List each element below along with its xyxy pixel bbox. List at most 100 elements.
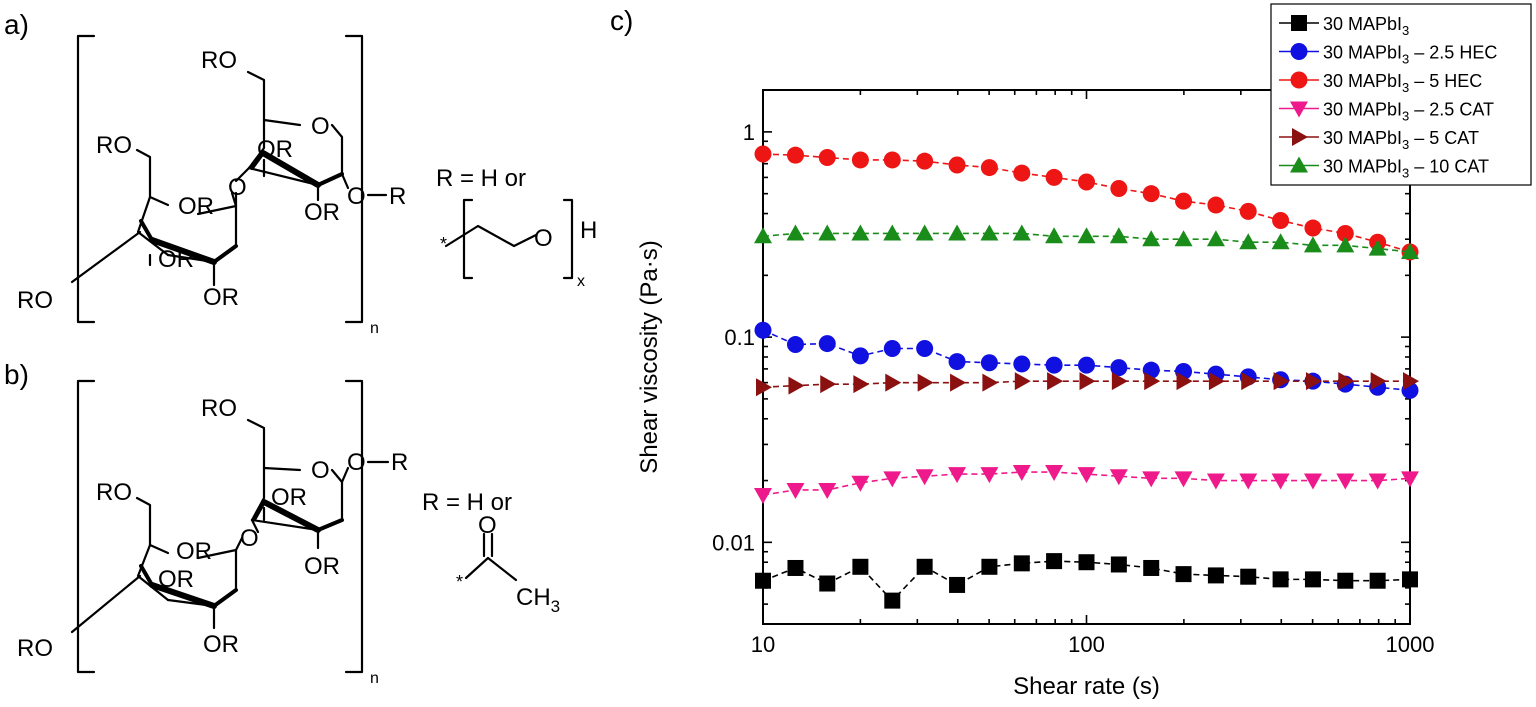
data-point xyxy=(786,482,805,499)
data-point xyxy=(754,145,772,163)
data-point xyxy=(1336,224,1354,242)
legend-entry: 30 MAPbI3 xyxy=(1323,14,1409,38)
data-point xyxy=(786,146,804,164)
data-point xyxy=(1239,473,1258,490)
data-point xyxy=(948,353,966,371)
data-point xyxy=(1109,469,1128,486)
data-point xyxy=(818,224,837,241)
data-point xyxy=(1014,372,1031,391)
data-point xyxy=(1336,236,1355,253)
y-axis-label: Shear viscosity (Pa·s) xyxy=(636,240,663,473)
x-tick-label: 100 xyxy=(1068,632,1105,657)
data-point xyxy=(818,335,836,353)
chain-oxygen: O xyxy=(534,225,553,252)
data-point xyxy=(883,224,902,241)
data-point xyxy=(1206,230,1225,247)
group-label: RO xyxy=(201,47,237,74)
r-group: R xyxy=(391,449,408,476)
data-point xyxy=(1077,467,1096,484)
group-label: RO xyxy=(96,479,132,506)
chain-hydrogen: H xyxy=(580,217,597,244)
data-point xyxy=(917,373,934,392)
data-point xyxy=(885,373,902,392)
panel-a-structure xyxy=(70,34,574,324)
y-tick-label: 0.01 xyxy=(712,530,755,555)
legend-entry: 30 MAPbI3 – 2.5 HEC xyxy=(1323,43,1497,67)
data-point xyxy=(915,469,934,486)
data-point xyxy=(1368,473,1387,490)
group-label: OR xyxy=(203,284,239,311)
data-point xyxy=(1303,236,1322,253)
data-point xyxy=(1144,372,1161,391)
r-definition: R = H or xyxy=(422,489,512,516)
series-5 xyxy=(754,224,1419,259)
data-point xyxy=(818,149,836,167)
data-point xyxy=(786,336,804,354)
data-point xyxy=(787,559,804,576)
data-point xyxy=(1305,372,1322,391)
panel-c-label: c) xyxy=(610,5,633,36)
group-label: RO xyxy=(96,132,132,159)
panel-a-label: a) xyxy=(4,9,29,40)
data-point xyxy=(1337,572,1354,589)
data-point xyxy=(883,151,901,169)
group-label: OR xyxy=(271,484,307,511)
data-point xyxy=(1045,465,1064,482)
data-point xyxy=(1047,372,1064,391)
data-point xyxy=(948,224,967,241)
data-point xyxy=(1142,185,1160,203)
data-point xyxy=(852,558,869,575)
data-point xyxy=(1078,356,1095,374)
data-point xyxy=(980,467,999,484)
legend: 30 MAPbI3 30 MAPbI3 – 2.5 HEC 30 MAPbI3 – … xyxy=(1270,3,1532,186)
data-point xyxy=(1142,471,1161,488)
data-point xyxy=(1303,473,1322,490)
acetyl-oxygen: O xyxy=(478,512,497,539)
data-point xyxy=(1111,372,1128,391)
data-point xyxy=(1045,356,1063,374)
data-point xyxy=(1241,372,1258,391)
data-point xyxy=(1239,202,1257,220)
data-point xyxy=(1290,101,1308,118)
chain-star: * xyxy=(440,234,447,254)
panel-b-structure xyxy=(70,379,518,674)
data-point xyxy=(851,475,870,492)
panel-a-text: a) RO RO O OR OR O OR OR OR RO O R n R =… xyxy=(4,9,597,337)
data-point xyxy=(1110,359,1128,377)
data-point xyxy=(1013,555,1030,572)
data-point xyxy=(1077,227,1096,244)
legend-entry: 30 MAPbI3 – 10 CAT xyxy=(1323,157,1489,181)
data-point xyxy=(1272,212,1290,230)
data-point xyxy=(1143,559,1160,576)
group-label: OR xyxy=(257,136,293,163)
anomeric-oxygen: O xyxy=(347,183,366,210)
data-point xyxy=(1273,372,1290,391)
data-point xyxy=(818,482,837,499)
data-point xyxy=(1207,567,1224,584)
data-point xyxy=(819,575,836,592)
r-definition: R = H or xyxy=(436,165,526,192)
panel-b-text: b) RO RO O OR OR O OR OR OR RO O R n R =… xyxy=(4,359,560,687)
data-point xyxy=(916,340,934,358)
data-point xyxy=(1368,239,1387,256)
data-point xyxy=(1290,156,1308,173)
data-point xyxy=(1208,372,1225,391)
anomeric-oxygen: O xyxy=(347,449,366,476)
data-point xyxy=(980,224,999,241)
data-point xyxy=(1271,233,1290,250)
group-label: OR xyxy=(178,193,214,220)
data-point xyxy=(853,375,870,394)
data-point xyxy=(1110,179,1128,197)
ring-oxygen: O xyxy=(311,113,330,140)
data-point xyxy=(1291,15,1307,31)
data-point xyxy=(1079,372,1096,391)
group-label: OR xyxy=(158,246,194,273)
acetyl-methyl: CH3 xyxy=(516,584,560,616)
data-point xyxy=(1401,242,1419,259)
data-point xyxy=(915,224,934,241)
data-point xyxy=(1272,571,1289,588)
data-point xyxy=(1290,43,1308,60)
viscosity-chart: 10 100 1000 0.01 0.1 1 Shear rate (s) Shear vis… xyxy=(636,3,1532,700)
data-point xyxy=(883,471,902,488)
